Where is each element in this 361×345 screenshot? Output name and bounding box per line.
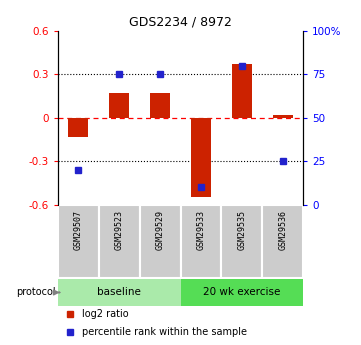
- Text: GSM29535: GSM29535: [238, 210, 246, 250]
- Text: GSM29536: GSM29536: [278, 210, 287, 250]
- Text: log2 ratio: log2 ratio: [82, 309, 129, 319]
- Text: baseline: baseline: [97, 287, 141, 297]
- Text: protocol: protocol: [16, 287, 55, 297]
- Text: 20 wk exercise: 20 wk exercise: [203, 287, 280, 297]
- Text: GSM29529: GSM29529: [156, 210, 165, 250]
- Text: percentile rank within the sample: percentile rank within the sample: [82, 327, 247, 337]
- Bar: [99, 205, 140, 278]
- Bar: [180, 279, 303, 306]
- Text: GSM29523: GSM29523: [115, 210, 123, 250]
- Bar: [232, 64, 252, 118]
- Bar: [262, 205, 303, 278]
- Bar: [140, 205, 180, 278]
- Bar: [68, 118, 88, 137]
- Bar: [150, 93, 170, 118]
- Bar: [58, 205, 99, 278]
- Bar: [273, 115, 293, 118]
- Text: GSM29507: GSM29507: [74, 210, 83, 250]
- Bar: [221, 205, 262, 278]
- Bar: [109, 93, 129, 118]
- Text: GSM29533: GSM29533: [196, 210, 205, 250]
- Bar: [58, 279, 180, 306]
- Title: GDS2234 / 8972: GDS2234 / 8972: [129, 16, 232, 29]
- Bar: [191, 118, 211, 197]
- Bar: [180, 205, 221, 278]
